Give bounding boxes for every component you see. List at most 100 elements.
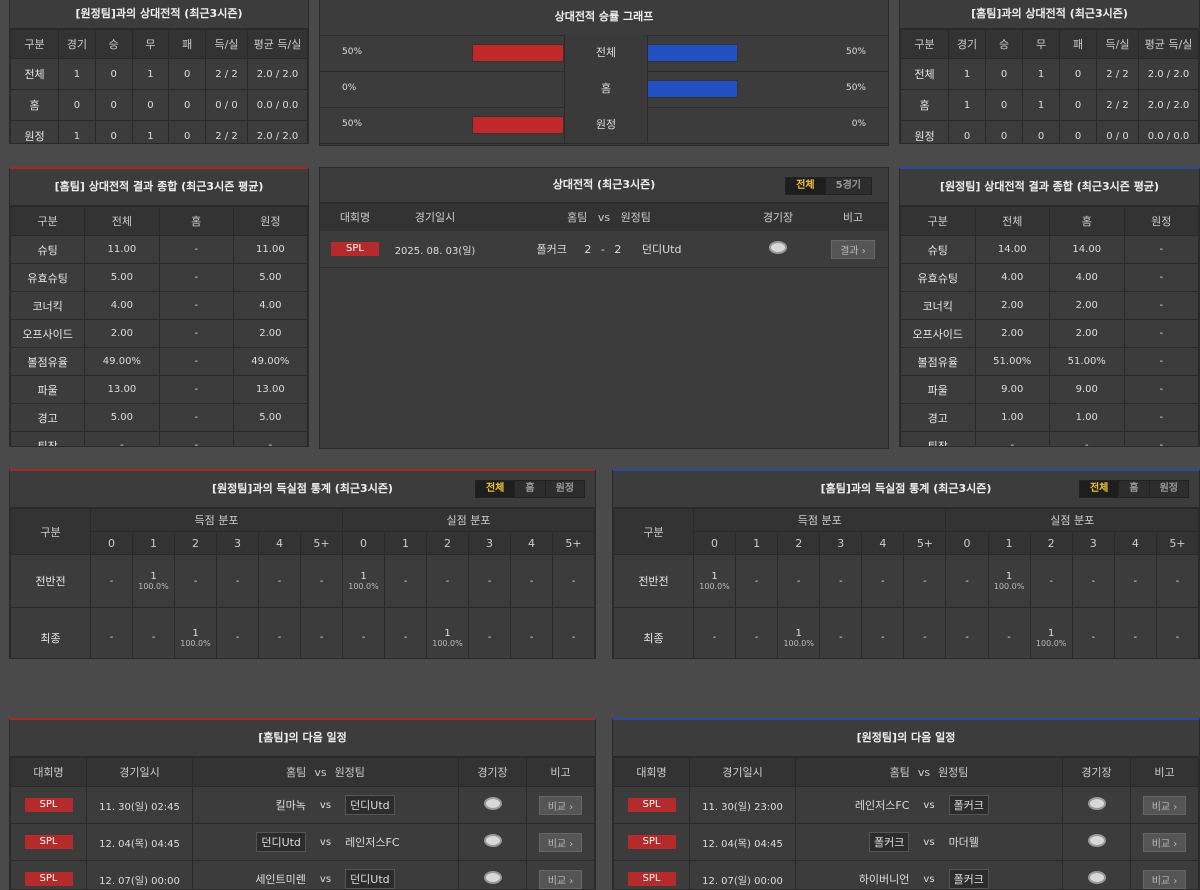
table-cell: 2 / 2 — [205, 58, 248, 90]
match-date: 11. 30(일) 23:00 — [689, 786, 796, 824]
table-cell: 1 100.0% — [174, 607, 217, 658]
toggle-all[interactable]: 전체 — [786, 178, 825, 194]
cell-percent: 100.0% — [783, 638, 814, 648]
col-header: 평균 득/실 — [247, 29, 308, 59]
col-header: 구분 — [10, 29, 59, 59]
table-row: 오프사이드 2.00-2.00 — [10, 319, 308, 348]
table-cell: 1 100.0% — [1029, 607, 1073, 658]
row-label: 유효슈팅 — [900, 263, 976, 292]
cell-count: - — [235, 575, 240, 587]
table-cell: - — [300, 607, 343, 658]
compare-button[interactable]: 비교 › — [538, 832, 583, 852]
match-teams: 폴커크 2 - 2 던디Utd — [480, 231, 738, 268]
toggle-home[interactable]: 홈 — [514, 481, 544, 497]
left-percent: 50% — [342, 119, 363, 129]
stadium-icon[interactable] — [1087, 834, 1106, 847]
toggle-all[interactable]: 전체 — [475, 481, 515, 497]
col-header: 승 — [94, 29, 133, 59]
table-cell: - — [158, 375, 234, 404]
table-cell: - — [1155, 607, 1199, 658]
table-row: 유효슈팅 5.00-5.00 — [10, 263, 308, 292]
next-home-panel: [홈팀]의 다음 일정 대회명 경기일시 홈팀 vs 원정팀 경기장 비고 SPL 11. 30… — [9, 718, 596, 890]
home-team: 폴커크 — [869, 832, 910, 852]
vs-label: vs — [923, 836, 935, 848]
table-cell: 0 — [985, 89, 1023, 121]
match-teams: 던디Utd vs 레인저스FC — [192, 823, 459, 861]
col-date: 경기일시 — [390, 203, 480, 231]
row-label: 홈 — [900, 89, 949, 121]
away-win-bar — [646, 44, 738, 62]
panel-title: 상대전적 (최근3시즌) 전체 5경기 — [320, 168, 888, 203]
table-cell: 4.00 — [974, 263, 1050, 292]
match-date: 12. 07(일) 00:00 — [86, 860, 193, 889]
table-cell: - — [468, 554, 511, 608]
row-label: 전체 — [10, 58, 59, 90]
stadium-icon[interactable] — [1087, 797, 1106, 810]
bucket-header: 2 — [174, 531, 217, 555]
col-header: 원정 — [1123, 206, 1199, 236]
col-home: 홈팀 — [567, 211, 588, 224]
row-label: 슈팅 — [900, 235, 976, 264]
col-note: 비고 — [818, 203, 888, 231]
toggle-home[interactable]: 홈 — [1118, 481, 1148, 497]
compare-button[interactable]: 비교 › — [1142, 869, 1187, 889]
col-stadium: 경기장 — [458, 757, 527, 787]
toggle-away[interactable]: 원정 — [544, 481, 584, 497]
graph-row-label: 홈 — [564, 71, 648, 107]
table-cell: 5.00 — [84, 403, 160, 432]
cell-count: - — [881, 632, 885, 643]
toggle-all[interactable]: 전체 — [1079, 481, 1119, 497]
table-cell: 1 100.0% — [692, 554, 737, 608]
compare-button[interactable]: 비교 › — [1142, 795, 1187, 815]
stadium-icon[interactable] — [769, 241, 787, 254]
compare-button-label: 비교 — [1151, 801, 1171, 813]
bucket-header: 1 — [384, 531, 427, 555]
toggle-5games[interactable]: 5경기 — [824, 178, 871, 194]
table-cell: - — [1123, 431, 1199, 446]
toggle-away[interactable]: 원정 — [1148, 481, 1188, 497]
table-cell: - — [819, 607, 863, 658]
col-stadium: 경기장 — [1062, 757, 1131, 787]
conceded-group-header: 실점 분포 — [342, 508, 595, 532]
table-cell: 14.00 — [1049, 235, 1125, 264]
compare-button[interactable]: 비교 › — [1142, 832, 1187, 852]
col-header: 무 — [131, 29, 170, 59]
col-teams: 홈팀 vs 원정팀 — [795, 757, 1063, 787]
match-teams: 레인저스FC vs 폴커크 — [795, 786, 1063, 824]
cell-count: - — [796, 575, 801, 587]
stadium-icon[interactable] — [1087, 871, 1106, 884]
result-button[interactable]: 결과 › — [831, 239, 875, 259]
table-cell: 1 100.0% — [426, 607, 469, 658]
col-header: 패 — [1059, 29, 1097, 59]
cell-count: 1 — [444, 627, 451, 639]
stadium-icon[interactable] — [483, 834, 502, 847]
table-cell: - — [819, 554, 863, 608]
panel-title: [원정팀] 상대전적 결과 종합 (최근3시즌 평균) — [900, 169, 1199, 206]
table-cell: 2.0 / 2.0 — [247, 58, 308, 90]
row-label: 코너킥 — [900, 291, 976, 320]
table-row: 볼점유율 49.00% -49.00% — [10, 347, 308, 376]
bucket-header: 2 — [777, 531, 821, 555]
table-cell: - — [132, 607, 175, 658]
compare-button[interactable]: 비교 › — [538, 795, 583, 815]
panel-title: [홈팀]과의 상대전적 (최근3시즌) — [900, 0, 1199, 29]
table-cell: 0 — [1059, 89, 1097, 121]
table-cell: 1 — [1022, 89, 1060, 121]
summary-home-panel: [홈팀] 상대전적 결과 종합 (최근3시즌 평균) 구분 전체 홈 원정 슈팅 11.… — [9, 167, 309, 447]
h2h-match-row: SPL 2025. 08. 03(일) 폴커크 2 - 2 던디Utd 결과 › — [320, 231, 888, 268]
table-cell: 0 — [94, 120, 133, 143]
table-cell: 2.0 / 2.0 — [247, 120, 308, 143]
table-cell: - — [384, 607, 427, 658]
cell-count: - — [571, 575, 576, 587]
col-header: 득/실 — [1096, 29, 1139, 59]
compare-button[interactable]: 비교 › — [538, 869, 583, 889]
col-league: 대회명 — [320, 203, 390, 231]
match-score: 2 - 2 — [584, 243, 625, 256]
stadium-icon[interactable] — [483, 797, 502, 810]
panel-title: [원정팀]의 다음 일정 — [613, 720, 1199, 757]
table-cell: - — [1049, 431, 1125, 446]
cell-count: 1 — [1005, 571, 1013, 582]
table-cell: - — [777, 554, 821, 608]
row-label: 유효슈팅 — [10, 263, 86, 292]
stadium-icon[interactable] — [483, 871, 502, 884]
